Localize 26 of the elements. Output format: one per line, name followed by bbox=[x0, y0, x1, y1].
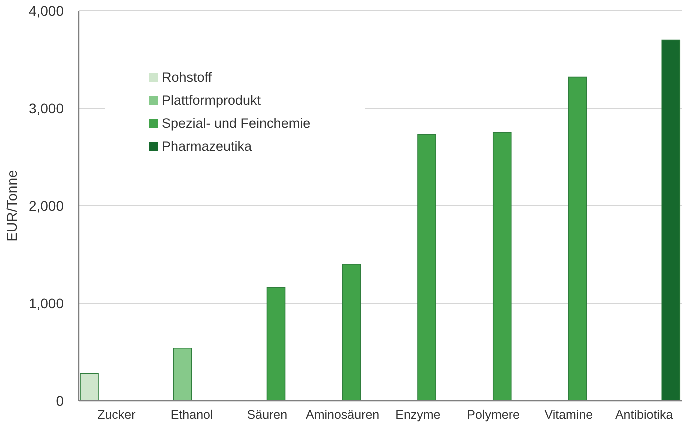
bar bbox=[342, 264, 362, 401]
x-tick-label: Aminosäuren bbox=[306, 408, 380, 422]
legend-label: Rohstoff bbox=[162, 70, 212, 85]
y-tick-label: 4,000 bbox=[28, 2, 64, 19]
legend-label: Spezial- und Feinchemie bbox=[162, 116, 311, 131]
x-tick-label: Antibiotika bbox=[615, 408, 674, 422]
x-tick-label: Polymere bbox=[467, 408, 520, 422]
bar bbox=[662, 40, 681, 401]
bar bbox=[418, 134, 436, 401]
x-tick-label: Zucker bbox=[98, 408, 136, 422]
bar bbox=[173, 348, 192, 401]
x-tick-label: Ethanol bbox=[170, 408, 214, 422]
y-tick-label: 0 bbox=[56, 392, 64, 409]
y-tick-label: 3,000 bbox=[28, 100, 64, 116]
legend-label: Plattformprodukt bbox=[162, 93, 262, 108]
bar bbox=[266, 288, 286, 401]
bar bbox=[80, 373, 99, 401]
x-tick-label: Vitamine bbox=[544, 408, 594, 422]
bar bbox=[568, 76, 588, 401]
y-tick-label: 1,000 bbox=[28, 295, 64, 312]
y-tick-label: 2,000 bbox=[28, 198, 64, 214]
y-axis-title: EUR/Tonne bbox=[4, 170, 20, 242]
x-tick-label: Enzyme bbox=[396, 408, 441, 422]
bar bbox=[492, 132, 512, 401]
x-tick-label: Säuren bbox=[247, 408, 288, 422]
legend-label: Pharmazeutika bbox=[162, 139, 252, 154]
